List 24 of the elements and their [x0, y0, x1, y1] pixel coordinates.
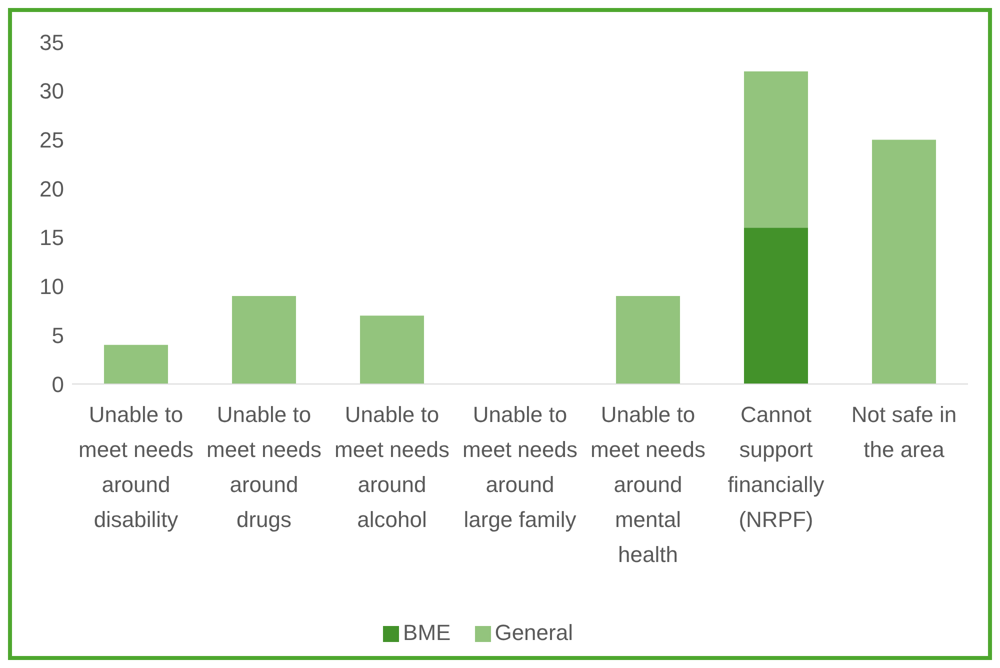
bar — [872, 140, 936, 384]
x-tick-label: Unable to meet needs around large family — [462, 402, 578, 532]
bar — [744, 228, 808, 384]
y-tick-label: 0 — [52, 372, 64, 397]
x-tick-label: Unable to meet needs around alcohol — [334, 402, 450, 532]
bar — [744, 71, 808, 228]
legend-label: BME — [403, 620, 451, 645]
bar — [360, 316, 424, 384]
bar — [616, 296, 680, 384]
y-tick-label: 15 — [40, 225, 64, 250]
y-tick-label: 10 — [40, 274, 64, 300]
y-tick-label: 5 — [52, 322, 64, 348]
y-tick-label: 30 — [40, 78, 64, 104]
x-tick-label: Unable to meet needs around mental health — [590, 402, 706, 567]
x-tick-label: Cannot support financially (NRPF) — [728, 402, 824, 532]
x-tick-label: Unable to meet needs around disability — [78, 402, 194, 532]
y-tick-label: 25 — [40, 128, 64, 153]
bar — [104, 344, 168, 384]
legend-label: General — [494, 620, 573, 645]
bar — [232, 296, 296, 384]
y-tick-label: 20 — [40, 176, 64, 202]
x-tick-label: Unable to meet needs around drugs — [206, 402, 322, 532]
y-tick-label: 35 — [40, 30, 64, 55]
x-tick-label: Not safe in the area — [851, 402, 957, 462]
